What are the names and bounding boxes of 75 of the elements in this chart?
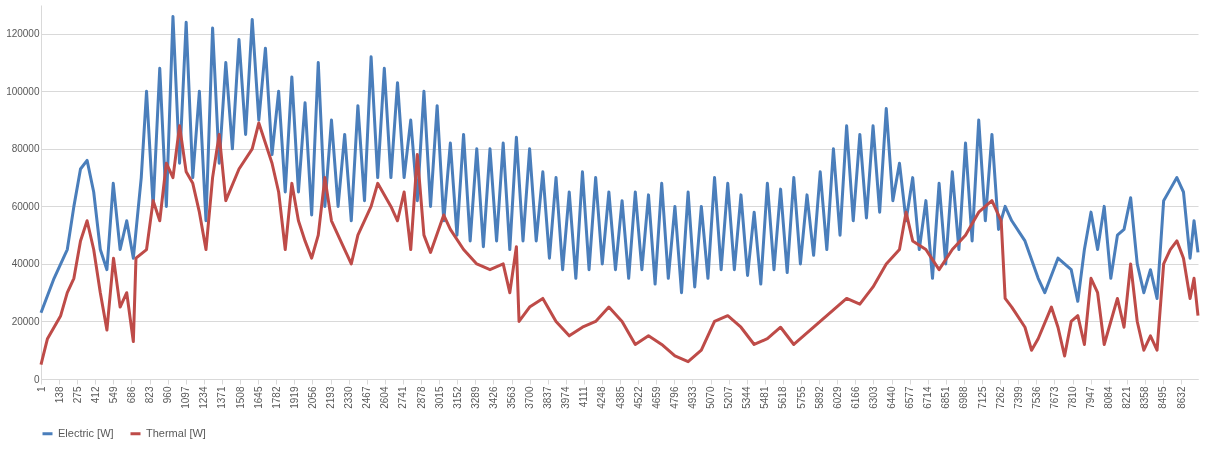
- x-tick-label: 3426: [487, 386, 499, 409]
- x-tick-label: 2878: [415, 386, 427, 409]
- y-tick-label: 40000: [11, 258, 40, 270]
- y-tick-label: 120000: [6, 28, 40, 40]
- x-tick-label: 7947: [1085, 386, 1097, 409]
- x-tick-label: 3015: [433, 386, 445, 409]
- x-tick-label: 5481: [759, 386, 771, 409]
- x-tick-label: 3563: [506, 386, 518, 409]
- x-tick-label: 6988: [958, 386, 970, 409]
- x-tick-label: 8495: [1157, 386, 1169, 409]
- legend-label: Thermal [W]: [146, 426, 206, 439]
- x-tick-label: 138: [53, 386, 65, 404]
- x-tick-label: 7399: [1012, 386, 1024, 409]
- x-tick-label: 275: [71, 386, 83, 404]
- line-series: [39, 121, 1200, 367]
- x-tick-label: 412: [89, 386, 101, 404]
- x-tick-label: 3289: [469, 386, 481, 409]
- x-tick-label: 4111: [578, 386, 590, 408]
- x-tick-label: 6851: [940, 386, 952, 409]
- y-tick-label: 0: [33, 373, 40, 385]
- x-tick-label: 4385: [614, 386, 626, 409]
- x-tick-label: 5755: [795, 386, 807, 409]
- y-tick-label: 60000: [11, 200, 40, 212]
- legend-label: Electric [W]: [58, 426, 114, 439]
- x-tick-label: 549: [107, 386, 119, 404]
- x-tick-label: 6714: [922, 386, 934, 409]
- x-tick-label: 1508: [234, 386, 246, 409]
- x-tick-label: 7536: [1030, 386, 1042, 409]
- x-tick-label: 1: [35, 386, 47, 393]
- x-tick-label: 6440: [886, 386, 898, 409]
- x-tick-label: 6166: [849, 386, 861, 409]
- x-tick-label: 7810: [1067, 386, 1079, 409]
- x-tick-label: 7262: [994, 386, 1006, 409]
- x-tick-label: 1097: [180, 386, 192, 409]
- x-tick-label: 3974: [560, 386, 572, 409]
- x-tick-label: 960: [162, 386, 174, 404]
- line-series: [39, 15, 1200, 315]
- x-tick-label: 3837: [542, 386, 554, 409]
- x-tick-label: 4933: [686, 386, 698, 409]
- x-tick-label: 3700: [524, 386, 536, 409]
- x-tick-label: 2467: [361, 386, 373, 409]
- x-tick-label: 5618: [777, 386, 789, 409]
- x-tick-label: 1782: [270, 386, 282, 409]
- x-tick-label: 5207: [723, 386, 735, 409]
- x-tick-label: 2056: [306, 386, 318, 409]
- y-tick-label: 20000: [11, 315, 40, 327]
- x-tick-label: 686: [125, 386, 137, 404]
- x-tick-label: 6577: [904, 386, 916, 409]
- x-tick-label: 2330: [343, 386, 355, 409]
- x-tick-label: 4659: [650, 386, 662, 409]
- y-tick-label: 100000: [6, 85, 40, 97]
- x-tick-label: 8358: [1139, 386, 1151, 409]
- x-tick-label: 1919: [288, 386, 300, 409]
- x-tick-label: 5892: [813, 386, 825, 409]
- x-tick-label: 6303: [867, 386, 879, 409]
- x-tick-label: 2741: [397, 386, 409, 409]
- y-tick-label: 80000: [11, 143, 40, 155]
- x-tick-label: 1645: [252, 386, 264, 409]
- x-tick-label: 2193: [325, 386, 337, 409]
- x-tick-label: 5344: [741, 386, 753, 409]
- x-tick-label: 8632: [1175, 386, 1187, 409]
- x-tick-label: 4796: [668, 386, 680, 409]
- x-tick-label: 1371: [216, 386, 228, 409]
- x-tick-label: 4522: [632, 386, 644, 409]
- x-tick-label: 2604: [379, 386, 391, 409]
- x-tick-label: 3152: [451, 386, 463, 409]
- x-tick-label: 4248: [596, 386, 608, 409]
- x-tick-label: 1234: [198, 386, 210, 409]
- x-tick-label: 8084: [1103, 386, 1115, 409]
- x-tick-label: 7125: [976, 386, 988, 409]
- x-tick-label: 7673: [1048, 386, 1060, 409]
- x-tick-label: 6029: [831, 386, 843, 409]
- x-tick-label: 823: [144, 386, 156, 404]
- x-tick-label: 8221: [1121, 386, 1133, 409]
- x-tick-label: 5070: [705, 386, 717, 409]
